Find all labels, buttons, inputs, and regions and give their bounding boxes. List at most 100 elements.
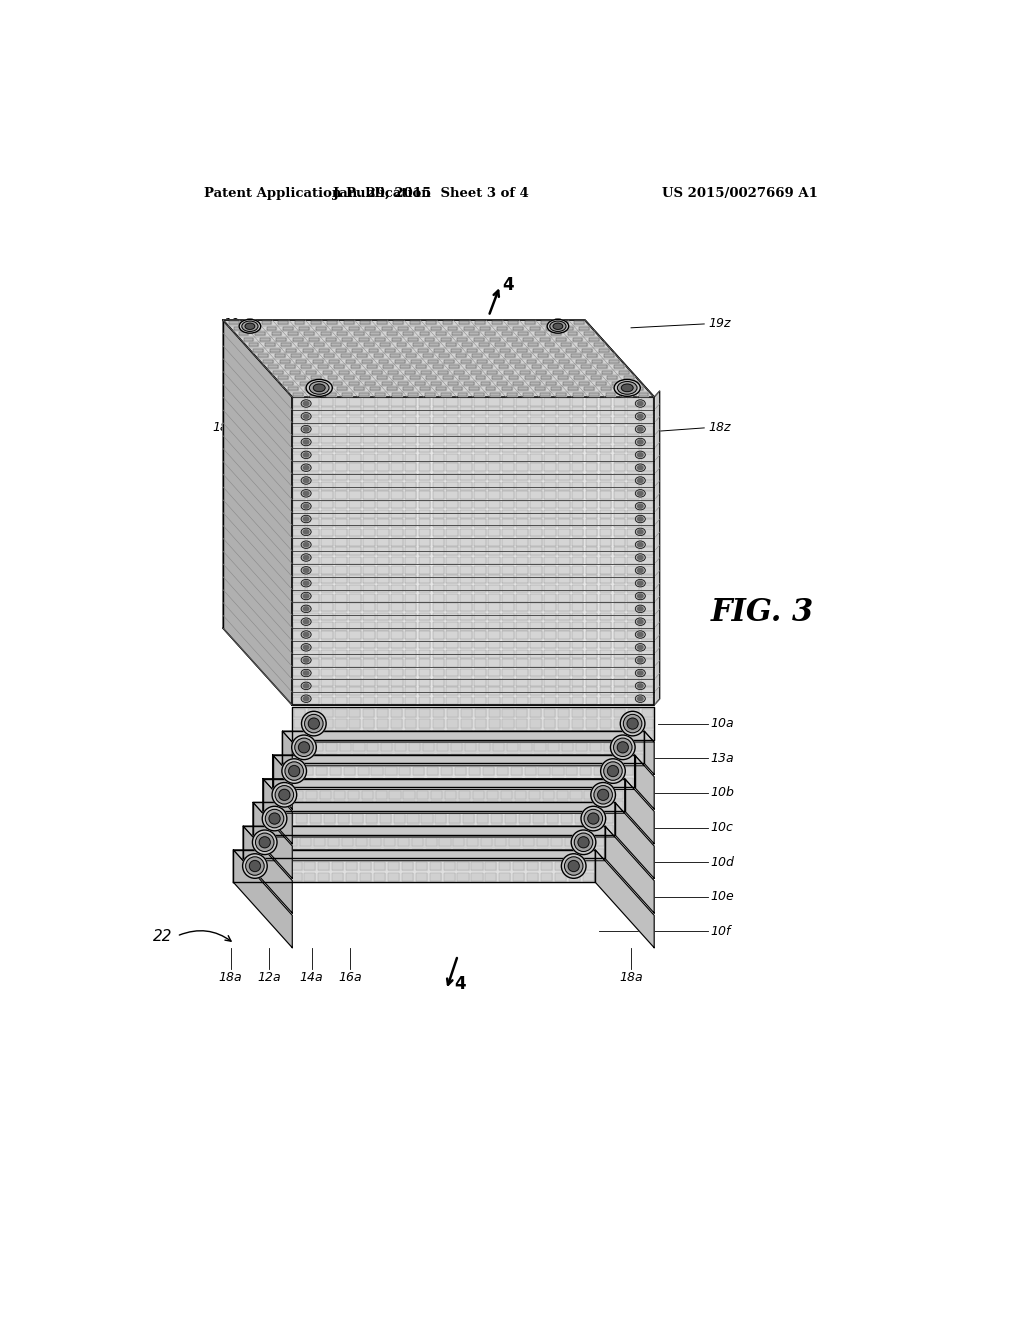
Polygon shape xyxy=(419,697,430,704)
Polygon shape xyxy=(600,473,611,480)
Polygon shape xyxy=(545,343,554,346)
Polygon shape xyxy=(436,333,445,335)
Polygon shape xyxy=(380,804,391,812)
Polygon shape xyxy=(628,594,639,602)
Polygon shape xyxy=(419,678,430,685)
Polygon shape xyxy=(431,791,442,799)
Polygon shape xyxy=(564,849,575,857)
Text: 22: 22 xyxy=(154,928,173,944)
Polygon shape xyxy=(581,366,591,368)
Polygon shape xyxy=(326,743,337,751)
Polygon shape xyxy=(628,669,639,676)
Polygon shape xyxy=(474,669,486,676)
Polygon shape xyxy=(342,838,353,846)
Polygon shape xyxy=(530,557,542,564)
Polygon shape xyxy=(283,731,654,742)
Polygon shape xyxy=(391,482,402,490)
Polygon shape xyxy=(404,529,417,536)
Polygon shape xyxy=(455,767,466,775)
Polygon shape xyxy=(617,733,629,741)
Polygon shape xyxy=(502,649,514,657)
Polygon shape xyxy=(505,354,515,358)
Polygon shape xyxy=(600,612,611,620)
Polygon shape xyxy=(307,463,319,471)
Polygon shape xyxy=(404,603,417,611)
Polygon shape xyxy=(558,603,569,611)
Polygon shape xyxy=(632,743,643,751)
Polygon shape xyxy=(446,529,458,536)
Polygon shape xyxy=(391,631,402,639)
Polygon shape xyxy=(600,566,611,573)
Polygon shape xyxy=(494,360,504,363)
Polygon shape xyxy=(488,482,500,490)
Polygon shape xyxy=(349,603,360,611)
Polygon shape xyxy=(488,576,500,583)
Polygon shape xyxy=(516,566,527,573)
Polygon shape xyxy=(458,873,469,880)
Polygon shape xyxy=(268,804,280,812)
Polygon shape xyxy=(336,730,346,738)
Polygon shape xyxy=(374,862,385,870)
Ellipse shape xyxy=(638,581,643,585)
Polygon shape xyxy=(558,482,569,490)
Polygon shape xyxy=(338,804,349,812)
Ellipse shape xyxy=(638,478,643,483)
Polygon shape xyxy=(568,851,580,859)
Polygon shape xyxy=(613,491,626,499)
Polygon shape xyxy=(322,417,333,424)
Polygon shape xyxy=(544,649,556,657)
Polygon shape xyxy=(604,733,615,741)
Polygon shape xyxy=(597,366,607,368)
Polygon shape xyxy=(335,408,347,414)
Polygon shape xyxy=(446,426,458,433)
Polygon shape xyxy=(293,649,305,657)
Polygon shape xyxy=(310,814,322,822)
Polygon shape xyxy=(474,529,486,536)
Polygon shape xyxy=(501,780,512,788)
Polygon shape xyxy=(419,408,430,414)
Ellipse shape xyxy=(301,554,311,561)
Polygon shape xyxy=(474,585,486,593)
Polygon shape xyxy=(503,709,514,717)
Polygon shape xyxy=(377,436,388,442)
Polygon shape xyxy=(390,354,400,358)
Polygon shape xyxy=(461,719,472,727)
Polygon shape xyxy=(279,791,289,799)
Polygon shape xyxy=(537,828,548,836)
Polygon shape xyxy=(628,557,639,564)
Polygon shape xyxy=(461,519,472,527)
Polygon shape xyxy=(342,393,352,396)
Polygon shape xyxy=(530,688,542,694)
Polygon shape xyxy=(357,355,367,358)
Polygon shape xyxy=(485,387,496,391)
Polygon shape xyxy=(436,333,446,335)
Ellipse shape xyxy=(638,569,643,573)
Polygon shape xyxy=(600,417,611,424)
Polygon shape xyxy=(529,327,540,330)
Polygon shape xyxy=(586,576,597,583)
Polygon shape xyxy=(349,688,360,694)
Polygon shape xyxy=(530,463,542,471)
Polygon shape xyxy=(587,354,597,358)
Polygon shape xyxy=(285,366,295,368)
Polygon shape xyxy=(485,862,497,870)
Polygon shape xyxy=(322,622,333,630)
Polygon shape xyxy=(516,660,527,667)
Polygon shape xyxy=(349,529,360,536)
Polygon shape xyxy=(586,529,597,536)
Polygon shape xyxy=(446,612,458,620)
Polygon shape xyxy=(571,473,584,480)
Ellipse shape xyxy=(301,669,311,677)
Polygon shape xyxy=(431,381,441,385)
Polygon shape xyxy=(544,640,556,648)
Polygon shape xyxy=(500,862,510,870)
Polygon shape xyxy=(474,408,486,414)
Polygon shape xyxy=(307,491,319,499)
Polygon shape xyxy=(446,445,458,453)
Polygon shape xyxy=(488,529,500,536)
Polygon shape xyxy=(424,338,434,341)
Polygon shape xyxy=(474,482,486,490)
Polygon shape xyxy=(530,436,542,442)
Polygon shape xyxy=(485,333,496,335)
Polygon shape xyxy=(322,436,333,442)
